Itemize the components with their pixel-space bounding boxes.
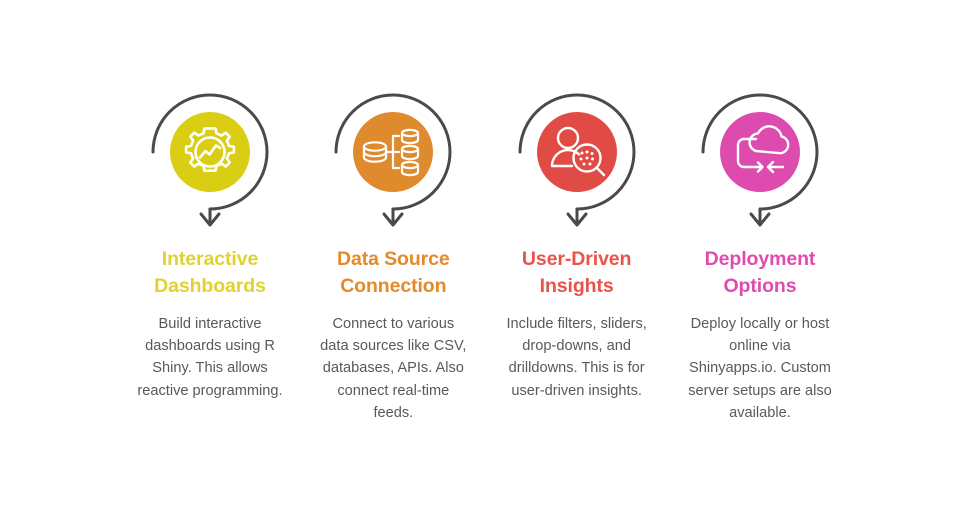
column-title-line-2: Dashboards bbox=[154, 274, 266, 297]
spiral-arrow-icon bbox=[518, 93, 636, 227]
feature-column-user-driven-insights: User-Driven Insights Include filters, sl… bbox=[497, 78, 657, 402]
cloud-deploy-icon bbox=[736, 125, 790, 174]
column-description: Include filters, sliders, drop-downs, an… bbox=[506, 316, 647, 399]
column-description: Build interactive dashboards using R Shi… bbox=[137, 316, 283, 399]
badge-interactive-dashboards bbox=[130, 78, 290, 230]
column-description: Connect to various data sources like CSV… bbox=[320, 316, 467, 421]
column-title: User-Driven Insights bbox=[521, 246, 632, 299]
column-description: Deploy locally or host online via Shinya… bbox=[688, 316, 832, 421]
feature-column-deployment-options: Deployment Options Deploy locally or hos… bbox=[680, 78, 840, 424]
feature-column-data-source-connection: Data Source Connection Connect to variou… bbox=[313, 78, 473, 424]
badge-user-driven-insights bbox=[497, 78, 657, 230]
column-title: Data Source Connection bbox=[337, 246, 450, 299]
column-title-line-1: Interactive bbox=[161, 248, 259, 270]
spiral-arrow-icon bbox=[334, 93, 452, 227]
gear-chart-icon bbox=[184, 127, 236, 172]
lens-dots bbox=[579, 150, 594, 166]
database-network-icon bbox=[363, 128, 420, 177]
column-title-line-2: Insights bbox=[539, 274, 614, 297]
user-magnifier-icon bbox=[550, 126, 605, 177]
feature-column-interactive-dashboards: Interactive Dashboards Build interactive… bbox=[130, 78, 290, 402]
column-title-line-1: Deployment bbox=[704, 248, 816, 270]
column-title-line-1: Data Source bbox=[336, 248, 450, 270]
feature-columns: Interactive Dashboards Build interactive… bbox=[130, 78, 840, 424]
column-title: Interactive Dashboards bbox=[154, 246, 266, 299]
column-title-line-2: Options bbox=[723, 274, 797, 297]
spiral-arrow-icon bbox=[701, 93, 819, 227]
column-title-line-1: User-Driven bbox=[521, 248, 632, 270]
spiral-arrow-icon bbox=[151, 93, 269, 227]
column-title-line-2: Connection bbox=[340, 274, 447, 297]
badge-deployment-options bbox=[680, 78, 840, 230]
badge-data-source-connection bbox=[313, 78, 473, 230]
column-title: Deployment Options bbox=[705, 246, 816, 299]
